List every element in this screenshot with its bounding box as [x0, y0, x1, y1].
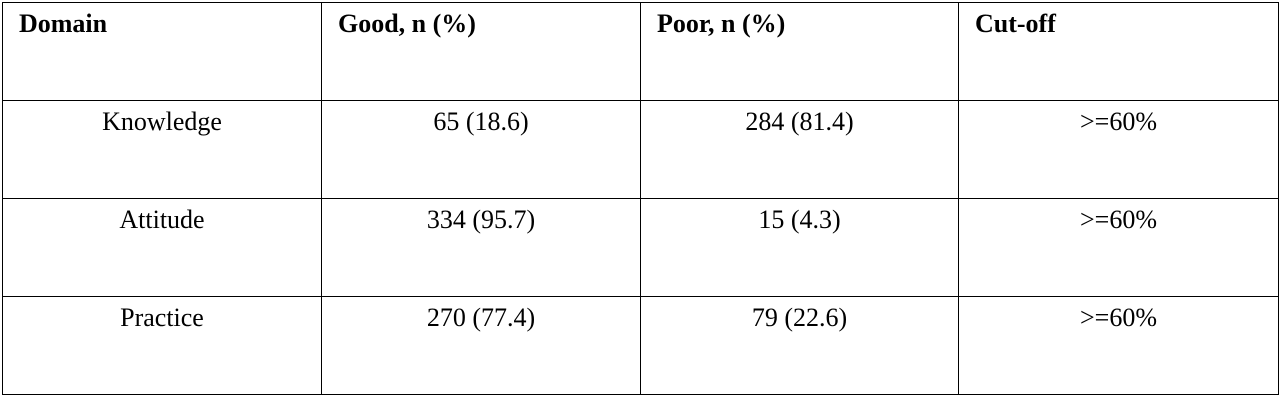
table-body: Knowledge 65 (18.6) 284 (81.4) >=60% Attitud… [2, 100, 1279, 395]
table-cell: 65 (18.6) [321, 100, 641, 199]
table-cell: Attitude [2, 198, 322, 297]
table-row: Attitude 334 (95.7) 15 (4.3) >=60% [2, 198, 1279, 297]
header-cell: Domain [2, 2, 322, 101]
table-cell: >=60% [958, 198, 1279, 297]
table-cell: 79 (22.6) [640, 296, 959, 395]
table-cell: Practice [2, 296, 322, 395]
header-cell: Cut-off [958, 2, 1279, 101]
table-cell: 270 (77.4) [321, 296, 641, 395]
table-cell: 284 (81.4) [640, 100, 959, 199]
table-row: Practice 270 (77.4) 79 (22.6) >=60% [2, 296, 1279, 395]
data-table: Domain Good, n (%) Poor, n (%) Cut-off K… [2, 2, 1279, 395]
table-cell: >=60% [958, 100, 1279, 199]
header-cell: Good, n (%) [321, 2, 641, 101]
header-row: Domain Good, n (%) Poor, n (%) Cut-off [2, 2, 1279, 101]
table-cell: >=60% [958, 296, 1279, 395]
table-row: Knowledge 65 (18.6) 284 (81.4) >=60% [2, 100, 1279, 199]
header-cell: Poor, n (%) [640, 2, 959, 101]
table-cell: 334 (95.7) [321, 198, 641, 297]
table-cell: 15 (4.3) [640, 198, 959, 297]
table-cell: Knowledge [2, 100, 322, 199]
